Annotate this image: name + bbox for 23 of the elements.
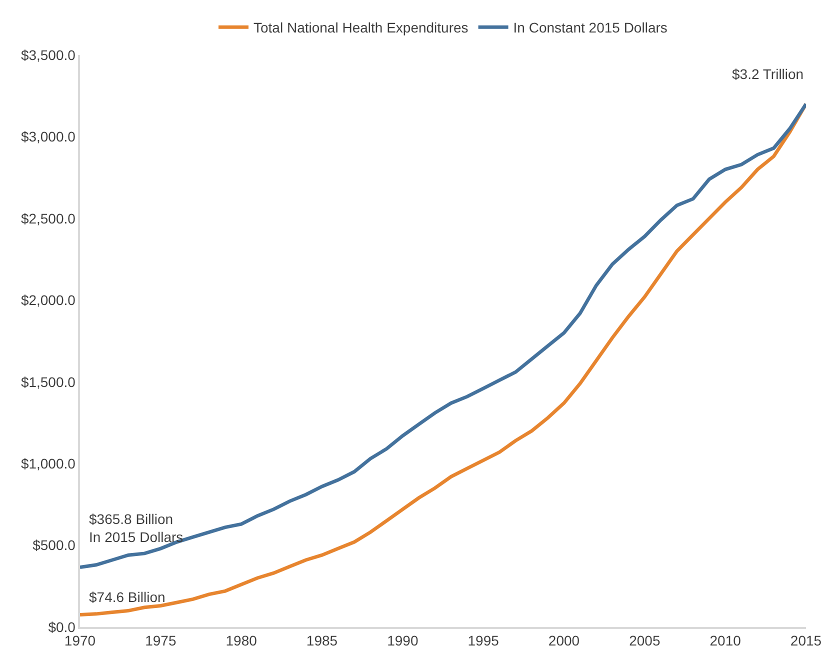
y-tick-label: $2,000.0 [20, 292, 76, 308]
x-tick-label: 1980 [226, 632, 258, 649]
legend-label: Total National Health Expenditures [254, 20, 468, 36]
y-tick-label: $1,000.0 [20, 455, 76, 472]
x-tick-label: 1975 [145, 632, 176, 649]
y-tick-label: $3,000.0 [20, 128, 76, 145]
y-tick-label: $3,500.0 [20, 46, 76, 63]
legend-label: In Constant 2015 Dollars [513, 20, 668, 36]
annotation: $74.6 Billion [89, 589, 166, 605]
x-tick-label: 1970 [64, 632, 96, 649]
y-tick-label: $1,500.0 [20, 374, 76, 390]
annotation: $365.8 Billion In 2015 Dollars [89, 511, 184, 546]
x-tick-label: 2010 [710, 632, 742, 649]
x-tick-label: 2015 [790, 632, 822, 649]
y-tick-label: $500.0 [32, 537, 76, 554]
y-tick-label: $2,500.0 [20, 210, 76, 226]
y-tick-label: $0.0 [48, 618, 76, 635]
x-tick-label: 1990 [387, 632, 418, 649]
x-tick-label: 1995 [468, 632, 500, 649]
x-tick-label: 2005 [629, 632, 660, 649]
annotation: $3.2 Trillion [732, 66, 804, 82]
x-tick-label: 1985 [306, 632, 338, 649]
x-tick-label: 2000 [548, 632, 580, 649]
